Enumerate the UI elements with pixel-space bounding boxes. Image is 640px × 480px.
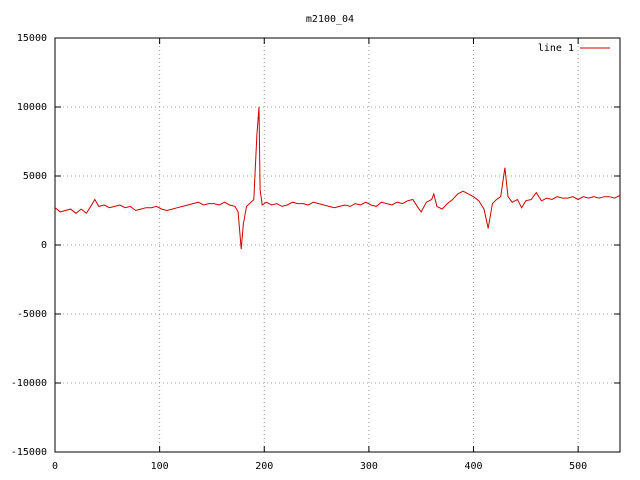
y-tick-label: -15000 (11, 447, 47, 458)
chart-title: m2100_04 (306, 14, 354, 25)
y-tick-label: 5000 (23, 171, 47, 182)
x-tick-label: 200 (255, 461, 273, 472)
x-tick-label: 100 (151, 461, 169, 472)
x-tick-label: 400 (464, 461, 482, 472)
data-line (54, 106, 621, 250)
y-tick-label: 10000 (17, 102, 47, 113)
y-tick-label: -5000 (17, 309, 47, 320)
x-tick-label: 300 (360, 461, 378, 472)
legend-label: line 1 (538, 43, 574, 54)
y-tick-label: 15000 (17, 33, 47, 44)
y-tick-label: -10000 (11, 378, 47, 389)
y-tick-label: 0 (41, 240, 47, 251)
x-tick-label: 500 (569, 461, 587, 472)
x-tick-label: 0 (52, 461, 58, 472)
plot-border (54, 37, 621, 453)
